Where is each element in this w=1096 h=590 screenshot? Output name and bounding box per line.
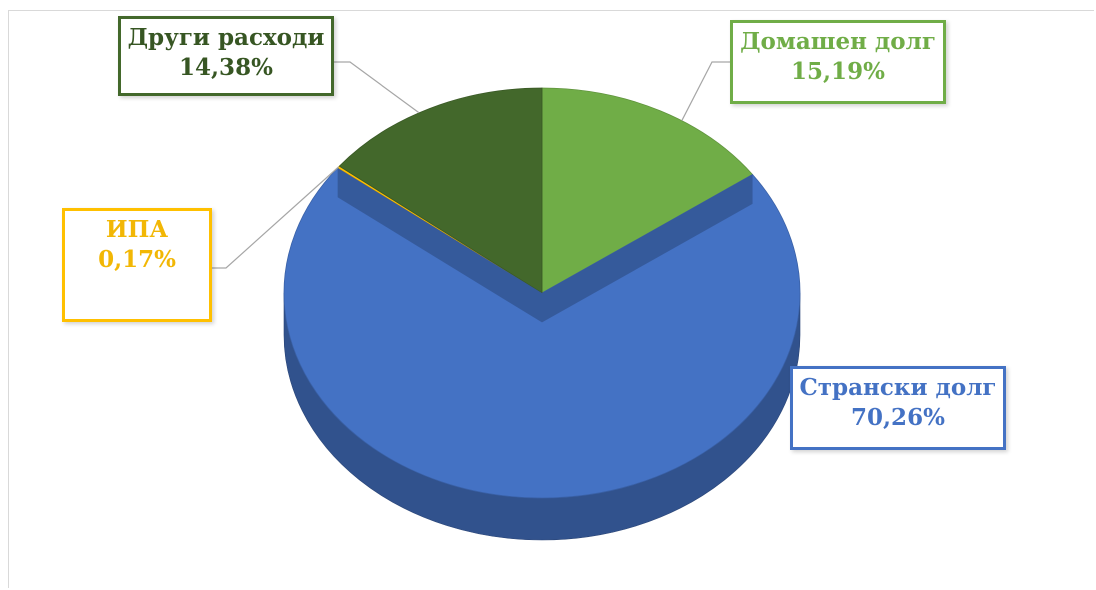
pie-slice-edge (337, 167, 542, 323)
pie-slice (283, 167, 801, 499)
data-label-other-expenses: Други расходи 14,38% (118, 16, 334, 96)
pie-slice (338, 87, 543, 294)
chart-area (8, 10, 1094, 588)
data-label-value: 70,26% (851, 404, 945, 431)
data-label-name: Странски долг (799, 374, 997, 401)
data-label-name: ИПА (105, 216, 169, 243)
data-label-value: 0,17% (98, 246, 176, 273)
pie-slice-edge (542, 174, 753, 323)
data-label-foreign-debt: Странски долг 70,26% (790, 366, 1006, 450)
data-label-value: 14,38% (179, 54, 273, 81)
data-label-name: Домашен долг (740, 28, 936, 55)
data-label-ipa: ИПА 0,17% (62, 208, 212, 322)
data-label-value: 15,19% (791, 58, 885, 85)
data-label-domestic-debt: Домашен долг 15,19% (730, 20, 946, 104)
leader-line (681, 61, 730, 121)
leader-line (334, 61, 420, 114)
data-label-name: Други расходи (127, 24, 325, 51)
pie-slice (541, 87, 754, 294)
leader-line (212, 166, 339, 269)
